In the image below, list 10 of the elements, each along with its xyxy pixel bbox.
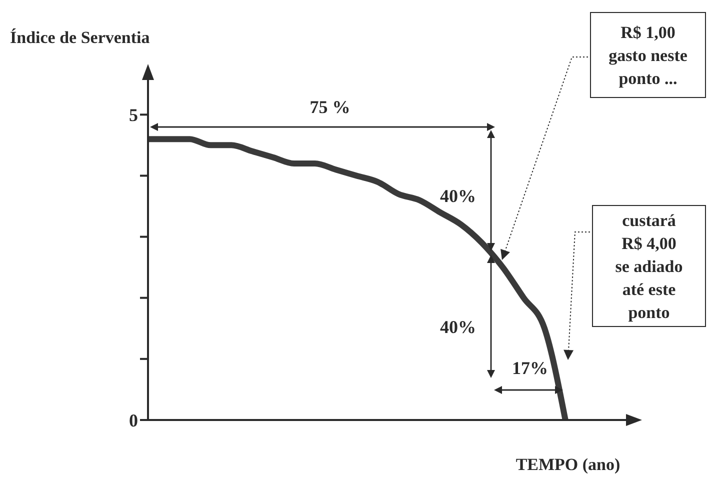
- annotation: 75 %: [308, 97, 352, 118]
- y-tick-label: 0: [129, 410, 138, 430]
- text-box: R$ 1,00 gasto neste ponto ...: [590, 12, 706, 98]
- annotation: 17%: [511, 358, 549, 379]
- annotation: 40%: [439, 186, 477, 207]
- y-axis-title: Índice de Serventia: [10, 28, 150, 48]
- y-tick-label: 5: [129, 105, 138, 126]
- text-box: custará R$ 4,00 se adiado até este ponto: [592, 205, 706, 327]
- x-axis-title: TEMPO (ano): [514, 455, 622, 475]
- annotation: 40%: [439, 317, 477, 338]
